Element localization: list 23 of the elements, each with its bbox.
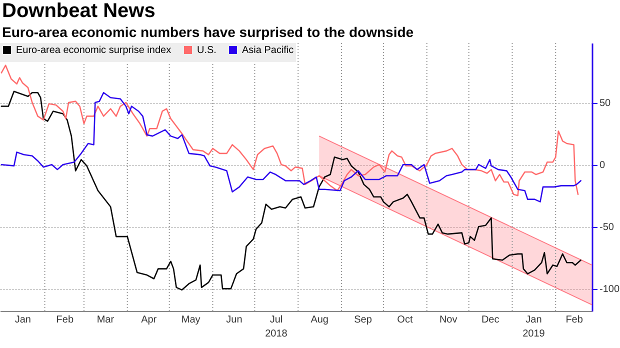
x-tick-label: May	[181, 314, 200, 326]
y-tick-label: -50	[600, 222, 614, 234]
chart-subtitle: Euro-area economic numbers have surprised to the downside	[1, 23, 415, 42]
x-tick-label: Apr	[141, 314, 158, 326]
y-tick-label: 0	[600, 160, 606, 172]
chart-title: Downbeat News	[1, 0, 156, 22]
x-tick-label: Mar	[96, 314, 115, 326]
x-tick-label: Feb	[56, 314, 74, 326]
x-tick-label: Nov	[439, 314, 458, 326]
y-tick-label: -100	[600, 284, 620, 296]
legend-label: Euro-area economic surprise index	[16, 45, 172, 56]
x-tick-label: Jan 2019	[522, 314, 546, 340]
x-tick-label: Jun	[226, 314, 242, 326]
legend-label: Asia Pacific	[242, 45, 294, 56]
x-tick-label: Feb	[566, 314, 584, 326]
x-tick-label: Jul 2018	[265, 314, 288, 340]
x-tick-label: Sep	[354, 314, 372, 326]
y-tick-label: 50	[600, 98, 612, 110]
x-tick-label: Jan	[14, 314, 31, 326]
x-tick-label: Dec	[481, 314, 500, 326]
x-tick-label: Oct	[397, 314, 413, 326]
x-tick-label: Aug	[310, 314, 328, 326]
legend-label: U.S.	[197, 45, 216, 56]
